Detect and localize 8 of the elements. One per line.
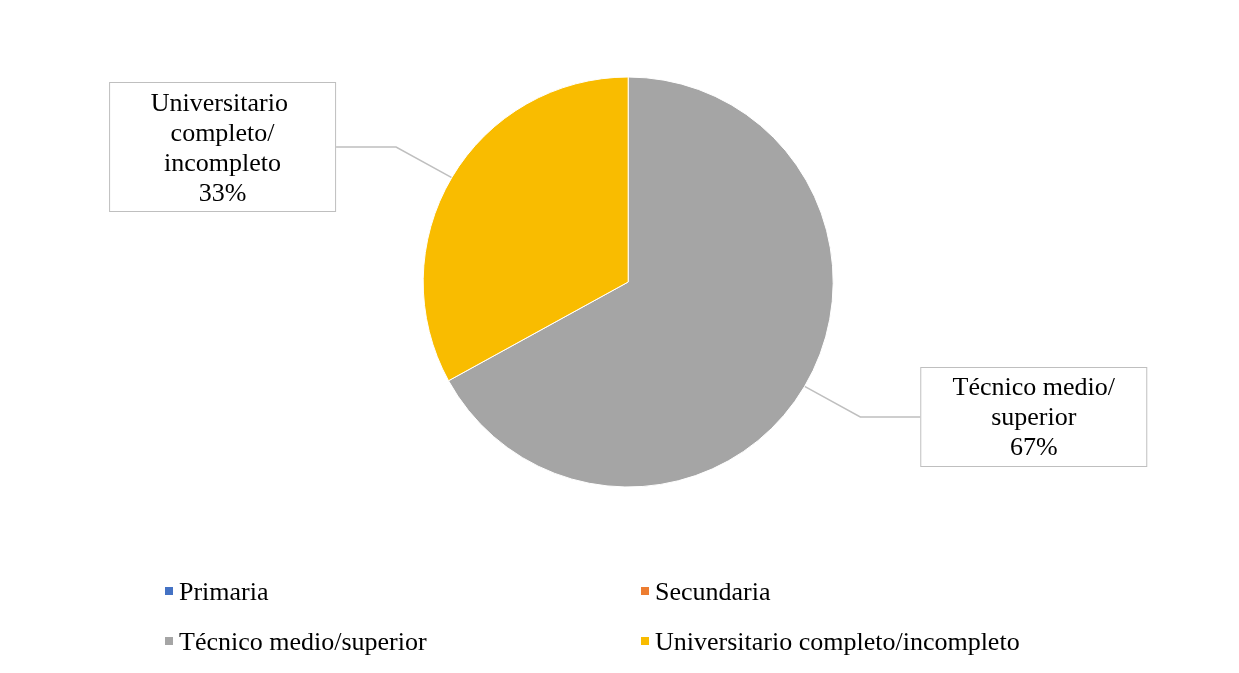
legend-label: Secundaria (655, 576, 771, 606)
slice-label: Universitario completo/ incompleto (150, 87, 295, 177)
legend-label: Universitario completo/incompleto (655, 626, 1020, 656)
slice-label: Técnico medio/ superior (952, 372, 1116, 432)
legend-label: Técnico medio/superior (179, 626, 427, 656)
legend-label: Primaria (179, 576, 269, 606)
data-label: 33% (198, 177, 247, 207)
data-label: 67% (1009, 432, 1058, 462)
